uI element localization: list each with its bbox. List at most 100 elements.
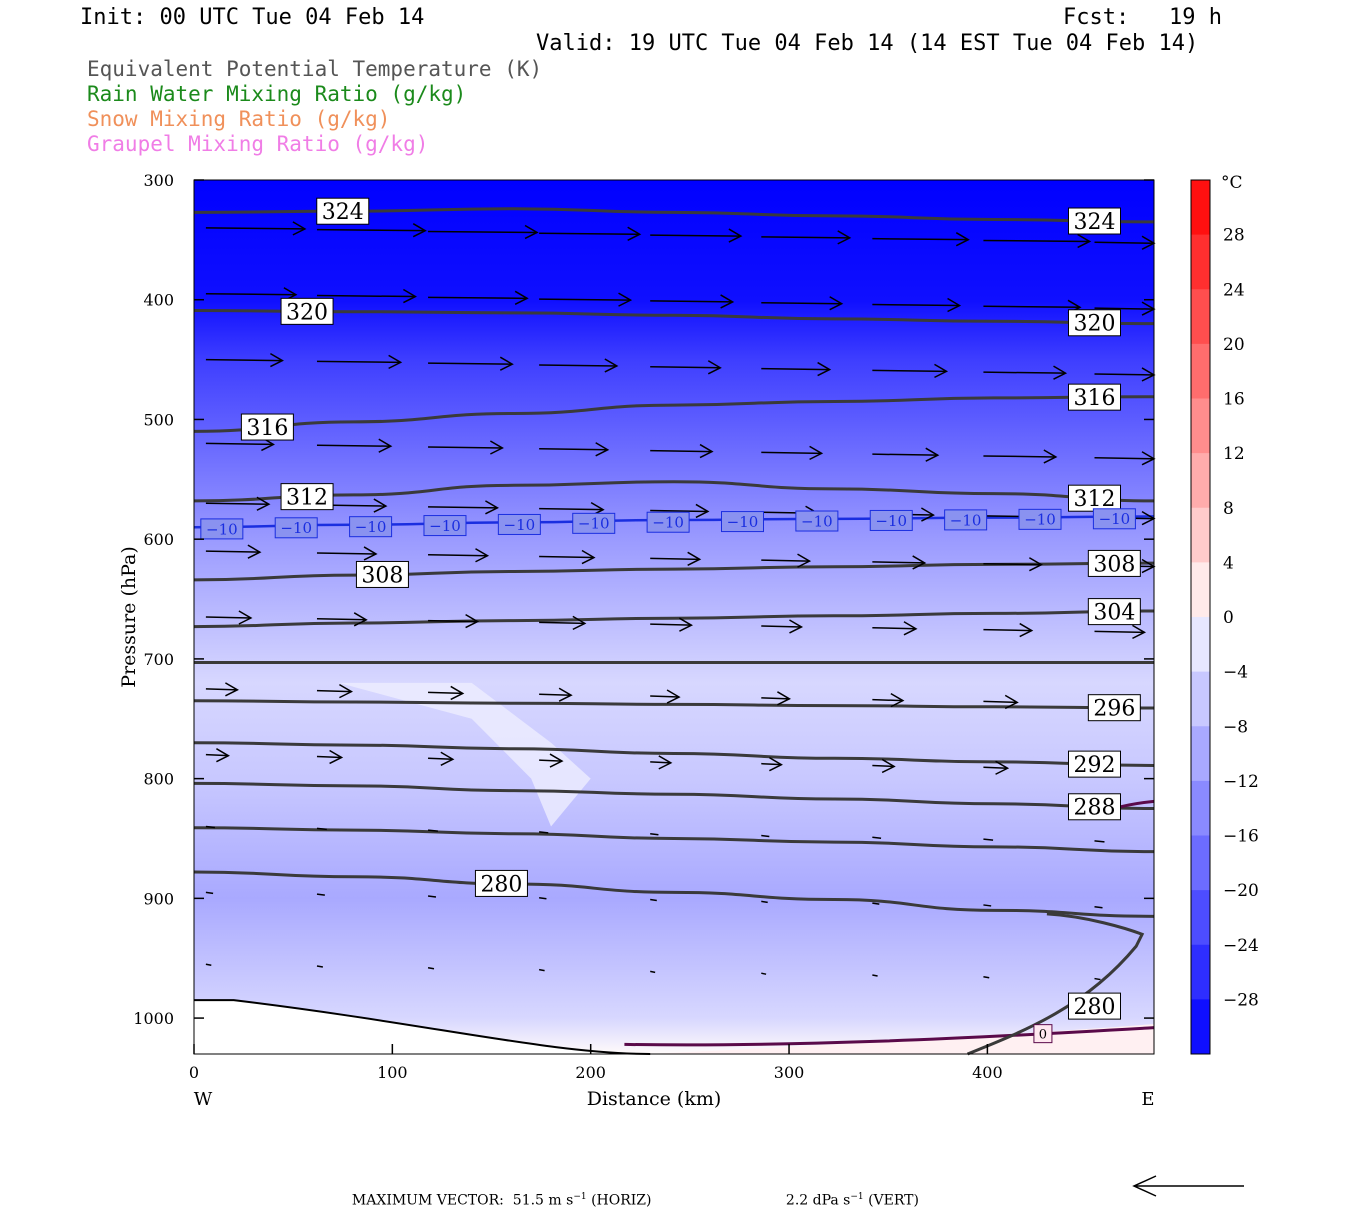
wind-vector — [650, 557, 700, 561]
colorbar-segment — [1191, 944, 1210, 1000]
wind-vector-head — [1043, 449, 1058, 464]
x-tick-label: 400 — [972, 1063, 1003, 1082]
wind-vector-head — [687, 551, 702, 567]
theta-e-label-288: 288 — [1067, 793, 1121, 821]
wind-vector — [205, 825, 215, 829]
colorbar-tick-label: −12 — [1223, 772, 1259, 792]
svg-text:324: 324 — [322, 200, 364, 225]
wind-vector — [205, 616, 251, 619]
wind-vector-head — [465, 613, 480, 629]
wind-vectors — [205, 221, 1156, 981]
wind-vector — [1094, 457, 1155, 460]
wind-vector-head — [903, 621, 918, 636]
wind-vector-head — [768, 757, 783, 772]
wind-vector — [872, 303, 960, 307]
max-vector-label: MAXIMUM VECTOR: 51.5 m s−1 (HORIZ) — [351, 1192, 652, 1209]
wind-vector — [427, 967, 435, 970]
wind-vector — [316, 689, 352, 693]
theta-e-contour-288 — [193, 781, 1155, 811]
svg-text:312: 312 — [1073, 487, 1115, 512]
wind-vector-head — [618, 292, 633, 307]
wind-vector-head — [238, 610, 253, 625]
colorbar-segment — [1191, 617, 1210, 673]
wind-vector — [1094, 373, 1155, 376]
wind-vector — [761, 900, 768, 904]
wind-vector — [205, 963, 212, 966]
svg-text:320: 320 — [1073, 312, 1115, 337]
theta-e-label-324: 324 — [316, 197, 370, 225]
svg-text:−10: −10 — [801, 512, 833, 530]
wind-vector-head — [388, 354, 403, 370]
wind-vector-head — [329, 749, 344, 765]
wind-vector-head — [485, 500, 499, 515]
wind-vector — [872, 453, 938, 456]
colorbar-segment — [1191, 289, 1210, 345]
svg-text:−10: −10 — [950, 511, 982, 529]
wind-vector — [872, 369, 947, 373]
wind-vector-head — [549, 753, 564, 768]
wind-vector — [205, 227, 305, 230]
reference-vector-arrow — [1132, 1175, 1244, 1197]
colorbar-tick-label: 4 — [1223, 553, 1234, 573]
wind-vector-head — [581, 549, 596, 565]
svg-text:−10: −10 — [1024, 511, 1056, 529]
field-label-theta-e: Equivalent Potential Temperature (K) — [87, 57, 543, 81]
wind-vector-head — [955, 232, 970, 247]
wind-vector — [428, 296, 528, 300]
theta-e-label-320: 320 — [280, 297, 334, 325]
wind-vector — [983, 455, 1056, 458]
wind-vector — [316, 552, 377, 555]
wind-vector-head — [728, 228, 743, 243]
isotherm-label: −10 — [572, 512, 616, 534]
wind-vector — [316, 228, 426, 232]
wind-vector-head — [666, 689, 681, 704]
svg-text:−10: −10 — [429, 517, 461, 535]
colorbar-segment — [1191, 398, 1210, 454]
colorbar-tick-label: −8 — [1223, 717, 1248, 737]
y-tick-label: 900 — [143, 889, 174, 908]
wind-vector — [1094, 840, 1105, 843]
wind-vector — [539, 364, 617, 367]
colorbar-tick-label: 16 — [1223, 390, 1245, 410]
wind-vector — [761, 625, 802, 628]
wind-vector-head — [789, 619, 804, 634]
wind-vector — [539, 507, 604, 511]
colorbar-tick-label: −4 — [1223, 663, 1248, 683]
wind-vector — [761, 559, 810, 562]
x-tick-label: 0 — [189, 1063, 199, 1082]
colorbar-segment — [1191, 835, 1210, 891]
wind-vector — [983, 628, 1032, 632]
wind-vector-head — [440, 751, 455, 766]
colorbar-tick-label: 0 — [1223, 608, 1234, 628]
wind-vector — [650, 898, 657, 902]
wind-vector — [650, 970, 656, 974]
wind-vector — [872, 836, 882, 840]
colorbar-tick-label: 20 — [1223, 335, 1245, 355]
colorbar-tick-label: −24 — [1223, 936, 1259, 956]
wind-vector — [761, 762, 782, 766]
isotherm-zero — [624, 1026, 1155, 1047]
wind-vector-head — [292, 221, 307, 236]
colorbar-unit: °C — [1221, 173, 1243, 193]
wind-vector-head — [890, 692, 905, 708]
wind-vector-head — [829, 296, 844, 311]
wind-vector — [650, 300, 733, 303]
wind-vector-head — [947, 297, 962, 313]
wind-vector — [650, 509, 708, 513]
svg-text:308: 308 — [361, 563, 403, 588]
forecast-hour: Fcst: 19 h — [1063, 5, 1222, 30]
wind-vector — [316, 360, 401, 364]
wind-vector — [428, 619, 478, 623]
wind-vector — [872, 974, 878, 977]
colorbar-segment — [1191, 780, 1210, 836]
wind-vector — [316, 965, 324, 968]
colorbar-segment — [1191, 343, 1210, 399]
theta-e-contour-304 — [193, 609, 1155, 629]
colorbar-segment — [1191, 890, 1210, 946]
wind-vector — [650, 832, 659, 836]
isotherm-label: −10 — [274, 517, 318, 539]
wind-vector — [428, 553, 488, 557]
wind-vector-head — [912, 555, 927, 570]
wind-vector-head — [1053, 365, 1068, 380]
svg-text:−10: −10 — [578, 515, 610, 533]
